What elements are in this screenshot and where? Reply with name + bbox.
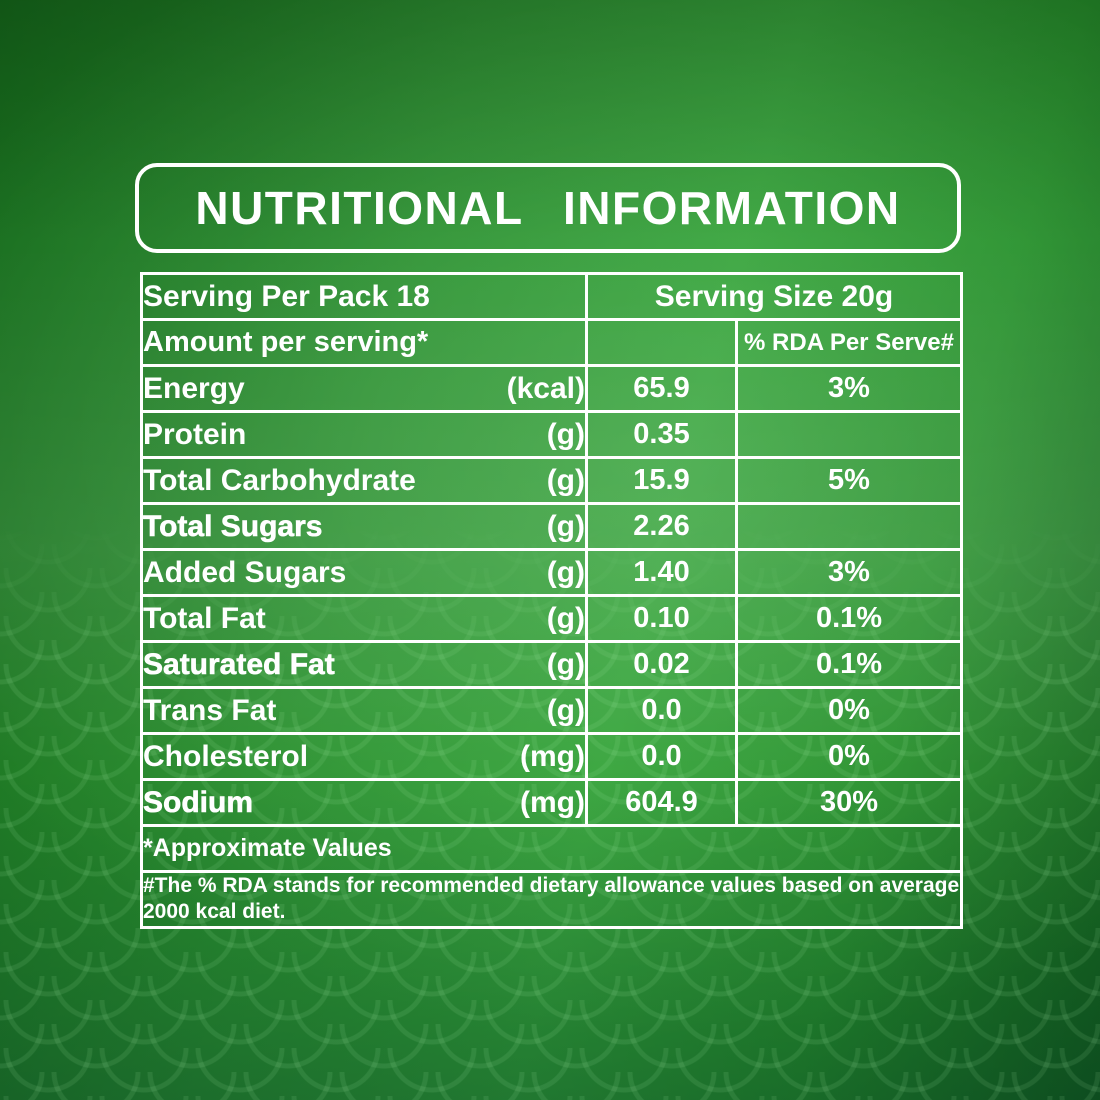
nutrient-unit: (g) (546, 647, 585, 681)
nutrient-cell: Total Fat (g) (140, 594, 588, 643)
nutrition-table: Serving Per Pack 18 Serving Size 20g Amo… (140, 272, 963, 929)
nutrient-rda: 30% (735, 778, 963, 827)
title-box: NUTRITIONAL INFORMATION (135, 163, 961, 253)
serving-per-pack: Serving Per Pack 18 (140, 272, 588, 321)
nutrient-cell: Trans Fat (g) (140, 686, 588, 735)
nutrient-rda: 0% (735, 732, 963, 781)
table-row: Total Carbohydrate (g) 15.9 5% (140, 456, 963, 505)
nutrient-name: Trans Fat (143, 693, 277, 727)
nutrient-value: 604.9 (585, 778, 738, 827)
nutrient-value: 0.02 (585, 640, 738, 689)
nutrient-name: Total Carbohydrate (143, 463, 416, 497)
nutrient-rda: 5% (735, 456, 963, 505)
nutrient-rda: 3% (735, 364, 963, 413)
nutrient-name: Energy (143, 371, 245, 405)
nutrient-name: Total Fat (143, 601, 266, 635)
nutrient-unit: (mg) (520, 785, 585, 819)
nutrient-name: Added Sugars (143, 555, 347, 589)
table-row: Energy (kcal) 65.9 3% (140, 364, 963, 413)
nutrient-value: 0.0 (585, 732, 738, 781)
table-row: Added Sugars (g) 1.40 3% (140, 548, 963, 597)
footnote-row: *Approximate Values (140, 824, 963, 873)
serving-size: Serving Size 20g (585, 272, 963, 321)
nutrient-value: 65.9 (585, 364, 738, 413)
nutrient-unit: (g) (546, 463, 585, 497)
nutrient-name: Saturated Fat (143, 647, 335, 681)
nutrient-name: Sodium (143, 785, 254, 819)
nutrient-rda: 3% (735, 548, 963, 597)
nutrient-rda (735, 502, 963, 551)
nutrient-value: 15.9 (585, 456, 738, 505)
nutrient-value: 1.40 (585, 548, 738, 597)
nutrient-name: Cholesterol (143, 739, 309, 773)
nutrient-rda (735, 410, 963, 459)
page-title: NUTRITIONAL INFORMATION (195, 182, 901, 234)
nutrient-cell: Total Carbohydrate (g) (140, 456, 588, 505)
column-header-row: Amount per serving* % RDA Per Serve# (140, 318, 963, 367)
table-row: Total Fat (g) 0.10 0.1% (140, 594, 963, 643)
nutrient-unit: (g) (546, 601, 585, 635)
nutrient-value: 0.10 (585, 594, 738, 643)
nutrient-rda: 0.1% (735, 640, 963, 689)
rda-column-label: % RDA Per Serve# (735, 318, 963, 367)
rda-definition-note: #The % RDA stands for recommended dietar… (140, 870, 963, 929)
table-row: Sodium (mg) 604.9 30% (140, 778, 963, 827)
table-row: Total Sugars (g) 2.26 (140, 502, 963, 551)
nutrient-cell: Energy (kcal) (140, 364, 588, 413)
table-row: Saturated Fat (g) 0.02 0.1% (140, 640, 963, 689)
table-row: Trans Fat (g) 0.0 0% (140, 686, 963, 735)
nutrient-unit: (kcal) (506, 371, 585, 405)
table-row: Protein (g) 0.35 (140, 410, 963, 459)
nutrient-cell: Cholesterol (mg) (140, 732, 588, 781)
nutrient-cell: Sodium (mg) (140, 778, 588, 827)
nutrient-name: Total Sugars (143, 509, 323, 543)
nutrient-rda: 0.1% (735, 594, 963, 643)
table-row: Cholesterol (mg) 0.0 0% (140, 732, 963, 781)
nutrient-unit: (g) (546, 509, 585, 543)
footnote-row: #The % RDA stands for recommended dietar… (140, 870, 963, 929)
nutrient-cell: Saturated Fat (g) (140, 640, 588, 689)
nutrient-unit: (g) (546, 417, 585, 451)
amount-per-serving-label: Amount per serving* (140, 318, 588, 367)
serving-header-row: Serving Per Pack 18 Serving Size 20g (140, 272, 963, 321)
nutrient-unit: (mg) (520, 739, 585, 773)
empty-header-cell (585, 318, 738, 367)
nutrient-cell: Protein (g) (140, 410, 588, 459)
approximate-values-note: *Approximate Values (140, 824, 963, 873)
nutrient-unit: (g) (546, 555, 585, 589)
nutrient-value: 0.35 (585, 410, 738, 459)
nutrient-rda: 0% (735, 686, 963, 735)
nutrient-cell: Added Sugars (g) (140, 548, 588, 597)
nutrient-name: Protein (143, 417, 247, 451)
nutrient-unit: (g) (546, 693, 585, 727)
nutrient-cell: Total Sugars (g) (140, 502, 588, 551)
nutrient-value: 2.26 (585, 502, 738, 551)
nutrient-value: 0.0 (585, 686, 738, 735)
